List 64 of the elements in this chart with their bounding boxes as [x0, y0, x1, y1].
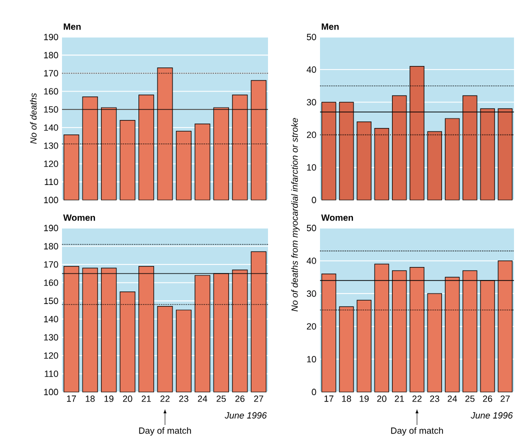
y-tick-label: 40 — [306, 66, 316, 73]
x-tick-label: 23 — [179, 396, 188, 402]
y-tick-label: 0 — [312, 196, 316, 204]
y-tick-label: 160 — [44, 279, 58, 286]
y-tick-label: 130 — [44, 334, 58, 341]
x-tick-label: 18 — [342, 396, 352, 402]
x-tick-label: 17 — [67, 396, 76, 402]
y-tick-label: 20 — [306, 323, 316, 330]
x-tick-label: 22 — [160, 396, 170, 402]
x-tick-label: 27 — [254, 396, 264, 402]
y-tick-label: 40 — [306, 258, 316, 264]
x-tick-label: 27 — [500, 396, 510, 402]
y-tick-label: 50 — [306, 34, 316, 40]
y-tick-label: 150 — [44, 106, 58, 113]
y-tick-label: 180 — [44, 52, 58, 58]
text: June 1996 — [470, 412, 513, 419]
y-tick-label: 20 — [306, 132, 316, 138]
y-tick-label: 10 — [307, 164, 316, 171]
y-tick-label: 100 — [44, 196, 58, 204]
y-axis-title: No of deaths from myocardial infarction or stroke — [291, 118, 300, 312]
x-tick-label: 17 — [324, 396, 334, 402]
y-tick-label: 110 — [44, 370, 58, 377]
y-tick-label: 10 — [307, 356, 316, 362]
x-tick-label: 20 — [123, 396, 132, 402]
y-tick-label: 110 — [44, 178, 58, 186]
x-tick-label: 18 — [86, 396, 95, 402]
y-tick-label: 130 — [44, 142, 58, 149]
x-tick-label: 22 — [412, 396, 422, 402]
y-tick-label: 140 — [44, 124, 58, 131]
x-tick-label: 21 — [142, 396, 151, 402]
y-tick-label: 140 — [44, 316, 58, 322]
x-tick-label: 24 — [448, 396, 458, 402]
y-tick-label: 120 — [44, 352, 58, 359]
y-tick-label: 170 — [44, 70, 58, 76]
chart-title: Men — [64, 24, 81, 30]
text: June 1996 — [224, 412, 267, 419]
x-tick-label: 26 — [235, 396, 245, 402]
x-tick-label: 19 — [360, 396, 369, 402]
y-tick-label: 0 — [312, 388, 316, 396]
chart-title: Women — [63, 214, 95, 221]
x-tick-label: 24 — [198, 396, 208, 402]
x-tick-label: 21 — [394, 396, 404, 402]
y-tick-label: 30 — [306, 290, 316, 297]
y-tick-label: 190 — [44, 224, 58, 232]
y-tick-label: 190 — [44, 34, 58, 40]
y-tick-label: 30 — [306, 99, 316, 106]
chart-title: Men — [322, 24, 339, 30]
x-tick-label: 25 — [465, 396, 475, 402]
y-tick-label: 150 — [44, 298, 58, 304]
x-tick-label: 19 — [104, 396, 114, 402]
annotation: Day of match — [391, 427, 443, 436]
x-tick-label: 23 — [430, 396, 440, 402]
y-tick-label: 50 — [306, 224, 316, 232]
x-tick-label: 26 — [482, 396, 492, 402]
x-tick-label: 25 — [216, 396, 226, 402]
x-tick-label: 20 — [377, 396, 386, 402]
annotation: Day of match — [139, 427, 191, 436]
y-tick-label: 180 — [44, 243, 58, 250]
chart-title: Women — [321, 214, 353, 221]
y-tick-label: 120 — [44, 160, 58, 167]
y-tick-label: 160 — [44, 88, 58, 95]
y-tick-label: 100 — [44, 388, 58, 396]
y-axis-title: No of deaths — [30, 93, 37, 144]
y-tick-label: 170 — [44, 261, 58, 268]
